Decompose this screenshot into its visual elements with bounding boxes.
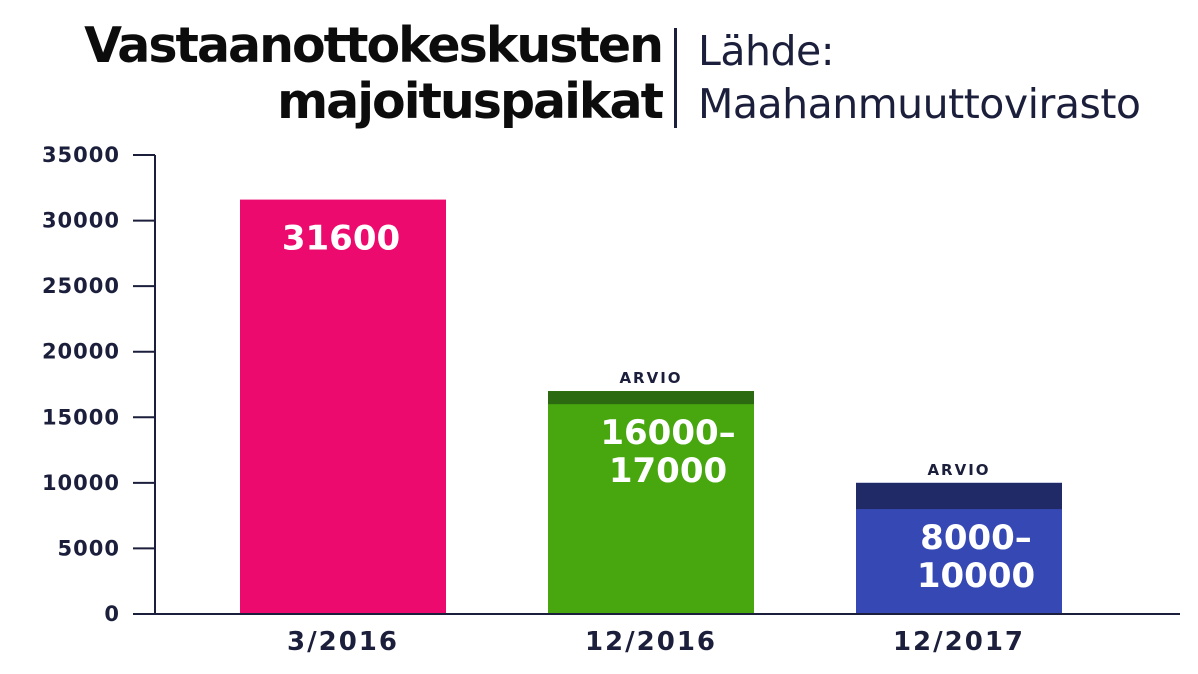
- bar-value-label: 8000–: [920, 518, 1032, 558]
- bar-value-label: 31600: [282, 219, 400, 259]
- y-tick-label: 15000: [42, 405, 120, 429]
- chart-title-line1: Vastaanottokeskusten: [84, 17, 664, 74]
- x-category-label: 3/2016: [287, 627, 399, 657]
- x-category-label: 12/2016: [585, 627, 717, 657]
- bar-value-label: 17000: [609, 451, 727, 491]
- chart-title: Vastaanottokeskusten majoituspaikat: [22, 17, 664, 130]
- source-line2: Maahanmuuttovirasto: [698, 80, 1141, 128]
- source-line1: Lähde:: [698, 27, 835, 75]
- estimate-annotation: ARVIO: [619, 369, 682, 387]
- y-tick-label: 25000: [42, 274, 120, 298]
- estimate-annotation: ARVIO: [927, 461, 990, 479]
- bar-3-2016: [240, 199, 446, 615]
- x-category-label: 12/2017: [893, 627, 1025, 657]
- y-tick-label: 5000: [58, 536, 120, 560]
- y-tick-label: 0: [104, 602, 120, 626]
- bar-value-label: 16000–: [600, 413, 735, 453]
- source-text: Lähde: Maahanmuuttovirasto: [698, 25, 1141, 131]
- y-tick-label: 10000: [42, 471, 120, 495]
- chart-title-line2: majoituspaikat: [277, 73, 664, 130]
- bar-range-12-2017: [856, 482, 1062, 510]
- bar-12-2016: [548, 391, 754, 614]
- y-tick-label: 35000: [42, 143, 120, 167]
- bar-range-12-2016: [548, 391, 754, 405]
- bar-value-label: 10000: [917, 556, 1035, 596]
- y-tick-label: 30000: [42, 209, 120, 233]
- y-tick-label: 20000: [42, 340, 120, 364]
- title-divider: [674, 28, 677, 128]
